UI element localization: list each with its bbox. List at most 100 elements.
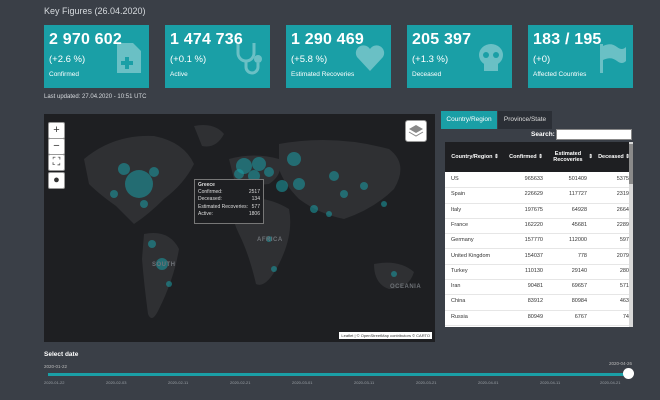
table-row[interactable]: China 83912 80984 463 — [445, 294, 629, 311]
cell-deceased: 463 — [619, 298, 629, 305]
date-slider-track[interactable] — [48, 373, 628, 376]
cell-recoveries: 29140 — [571, 267, 587, 274]
table-row[interactable]: Russia 80949 6767 74 — [445, 310, 629, 326]
cell-recoveries: 69657 — [571, 283, 587, 290]
table-row[interactable]: France 162220 45681 2289 — [445, 218, 629, 235]
key-figures-cards: 2 970 602 (+2.6 %) Confirmed 1 474 736 (… — [44, 25, 634, 88]
tooltip-row: Confirmed: 2517 — [198, 189, 260, 196]
cell-confirmed: 110130 — [525, 267, 543, 274]
stethoscope-icon — [236, 43, 262, 75]
table-row[interactable]: Italy 197675 64928 2664 — [445, 203, 629, 219]
card-change: (+0.1 %) — [170, 54, 207, 65]
table-row[interactable]: Turkey 110130 29140 280 — [445, 264, 629, 281]
select-date-label: Select date — [44, 351, 79, 358]
table-header: Country/Region ⇕ Confirmed ⇕ Estimated R… — [445, 142, 629, 172]
tooltip-row: Estimated Recoveries: 577 — [198, 204, 260, 211]
cell-deceased: 2319 — [616, 191, 629, 198]
skull-icon — [479, 44, 503, 71]
date-slider-handle[interactable] — [623, 368, 634, 379]
sort-icon: ⇕ — [588, 154, 593, 160]
slider-tick: 2020-03-11 — [354, 380, 375, 385]
cell-confirmed: 965633 — [524, 176, 543, 182]
cell-country: United Kingdom — [451, 252, 491, 259]
country-table: Country/Region ⇕ Confirmed ⇕ Estimated R… — [445, 142, 629, 327]
card-recoveries: 1 290 469 (+5.8 %) Estimated Recoveries — [286, 25, 391, 88]
cell-confirmed: 80949 — [527, 313, 543, 320]
scrollbar-thumb[interactable] — [629, 144, 633, 184]
cell-deceased: 597 — [619, 237, 629, 244]
slider-tick: 2020-01-22 — [44, 380, 65, 385]
card-label: Affected Countries — [533, 71, 587, 78]
cell-country: Italy — [451, 206, 462, 213]
header-confirmed[interactable]: Confirmed ⇕ — [505, 142, 547, 172]
map-canvas — [84, 125, 414, 318]
table-row[interactable]: Germany 157770 112000 597 — [445, 233, 629, 250]
continent-label-south: SOUTH — [152, 262, 176, 268]
tooltip-label: Estimated Recoveries: — [198, 203, 249, 210]
sort-icon: ⇕ — [538, 154, 543, 160]
card-label: Estimated Recoveries — [291, 71, 355, 78]
locate-icon[interactable]: ● — [48, 172, 65, 189]
slider-tick: 2020-02-21 — [230, 380, 251, 385]
cell-recoveries: 778 — [577, 252, 587, 259]
cell-deceased: 571 — [619, 283, 629, 290]
cell-confirmed: 90481 — [527, 283, 543, 290]
continent-label-africa: AFRICA — [257, 237, 283, 243]
tooltip-label: Deceased: — [198, 196, 222, 203]
card-change: (+0) — [533, 54, 551, 65]
page-title: Key Figures (26.04.2020) — [44, 6, 146, 16]
table-row[interactable]: Iran 90481 69657 571 — [445, 279, 629, 296]
zoom-out-button[interactable]: − — [48, 138, 65, 155]
slider-ticks: 2020-01-22 2020-02-03 2020-02-11 2020-02… — [44, 380, 634, 390]
cell-country: Iran — [451, 283, 461, 290]
slider-end-date: 2020-04-26 — [609, 361, 633, 366]
header-label: Confirmed — [509, 154, 537, 160]
medical-file-icon — [117, 43, 141, 73]
table-row[interactable]: United Kingdom 154037 778 2079 — [445, 249, 629, 265]
tooltip-value: 1806 — [248, 211, 260, 218]
cell-deceased: 5375 — [616, 176, 629, 182]
cell-country: Spain — [451, 191, 466, 198]
header-recoveries[interactable]: Estimated Recoveries ⇕ — [549, 142, 593, 172]
slider-tick: 2020-04-21 — [600, 380, 621, 385]
table-scrollbar[interactable] — [629, 142, 633, 327]
card-change: (+2.6 %) — [49, 54, 86, 65]
table-row[interactable]: Spain 226629 117727 2319 — [445, 187, 629, 204]
search-input[interactable] — [556, 129, 632, 140]
card-value: 183 / 195 — [533, 31, 602, 48]
cell-deceased: 2664 — [616, 206, 629, 213]
header-deceased[interactable]: Deceased ⇕ — [593, 142, 629, 172]
cell-country: Germany — [451, 237, 474, 244]
cell-country: Turkey — [451, 267, 468, 274]
cell-confirmed: 83912 — [527, 298, 543, 305]
slider-tick: 2020-04-11 — [540, 380, 561, 385]
table-row[interactable]: US 965633 501409 5375 — [445, 172, 629, 189]
heart-icon — [355, 45, 385, 71]
cell-confirmed: 157770 — [524, 237, 543, 244]
tab-country-region[interactable]: Country/Region — [441, 111, 497, 129]
flag-icon — [600, 44, 626, 73]
cell-confirmed: 162220 — [524, 221, 543, 228]
last-updated: Last updated: 27.04.2020 - 10:51 UTC — [44, 94, 147, 100]
card-deceased: 205 397 (+1.3 %) Deceased — [407, 25, 512, 88]
cell-recoveries: 64928 — [571, 206, 587, 213]
cell-country: China — [451, 298, 466, 305]
tooltip-value: 134 — [251, 196, 260, 203]
card-label: Active — [170, 71, 188, 78]
cell-confirmed: 154037 — [524, 252, 543, 259]
tooltip-value: 2517 — [248, 189, 260, 195]
card-value: 2 970 602 — [49, 31, 122, 48]
map-attribution[interactable]: Leaflet | © OpenStreetMap contributors ©… — [339, 332, 432, 339]
sort-icon: ⇕ — [494, 154, 499, 160]
zoom-in-button[interactable]: + — [48, 122, 65, 139]
cell-deceased: 74 — [622, 313, 629, 320]
tab-province-state[interactable]: Province/State — [498, 111, 552, 129]
world-map[interactable]: + − ⛶ ● SOUTH AFRICA OCEANIA Greece Conf… — [44, 114, 435, 342]
layers-icon[interactable] — [405, 120, 427, 142]
fullscreen-icon[interactable]: ⛶ — [48, 154, 65, 171]
cell-country: France — [451, 221, 469, 228]
header-country[interactable]: Country/Region ⇕ — [445, 142, 505, 172]
header-label: Deceased — [598, 154, 624, 160]
header-label: Country/Region — [451, 154, 493, 160]
slider-tick: 2020-02-11 — [168, 380, 189, 385]
